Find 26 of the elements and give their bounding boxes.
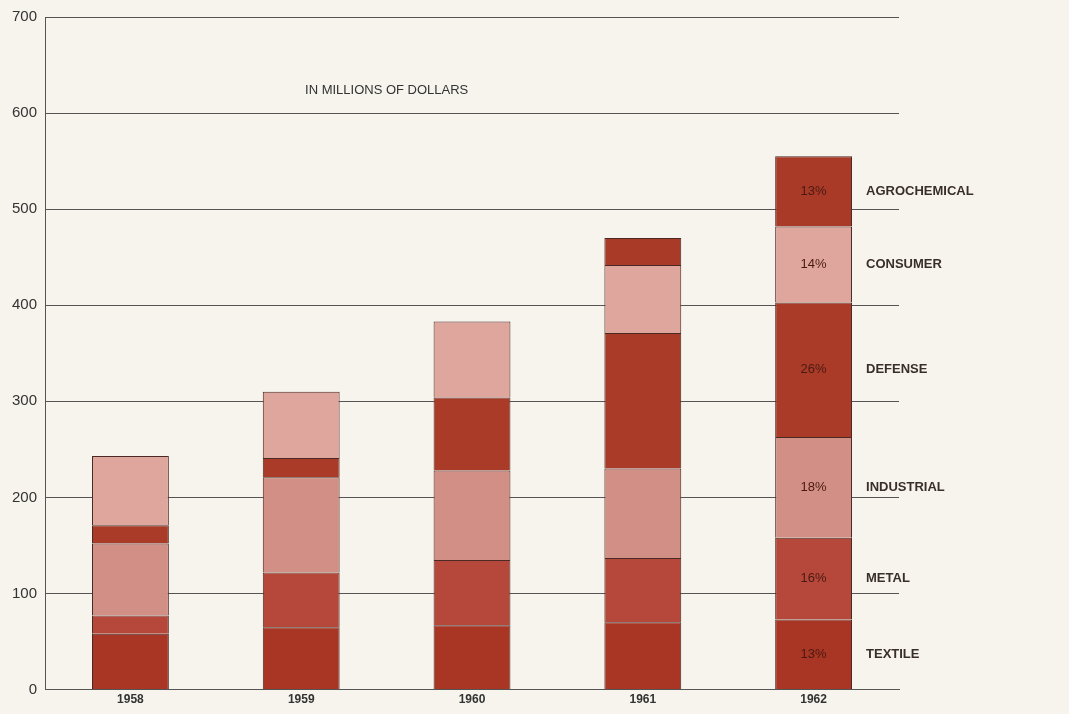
annotation: 14% [800, 256, 828, 271]
series-label: METAL [866, 570, 910, 586]
series-label: INDUSTRIAL [866, 478, 945, 494]
y-tick-label: 700 [12, 7, 38, 25]
x-tick-label: 1960 [458, 692, 486, 707]
x-tick-label: 1962 [800, 692, 828, 707]
annotation: 16% [800, 570, 828, 586]
y-tick-label: 400 [12, 295, 38, 313]
series-label: AGROCHEMICAL [866, 182, 974, 198]
series-label: TEXTILE [866, 645, 920, 661]
annotation: 13% [800, 182, 828, 198]
y-tick-label: 300 [12, 391, 38, 409]
series-label: CONSUMER [866, 256, 943, 271]
y-tick-label: 200 [12, 487, 38, 505]
annotation: 18% [800, 478, 828, 494]
annotation: 13% [800, 645, 828, 661]
x-tick-label: 1959 [287, 692, 315, 707]
x-tick-label: 1958 [117, 692, 145, 707]
annotation: IN MILLIONS OF DOLLARS [305, 81, 469, 97]
y-tick-label: 100 [12, 583, 38, 601]
annotation: 26% [800, 361, 828, 377]
x-tick-label: 1961 [629, 692, 657, 707]
y-tick-label: 0 [28, 679, 38, 697]
y-tick-label: 500 [12, 199, 38, 217]
y-tick-label: 600 [12, 103, 38, 121]
series-label: DEFENSE [866, 361, 928, 377]
